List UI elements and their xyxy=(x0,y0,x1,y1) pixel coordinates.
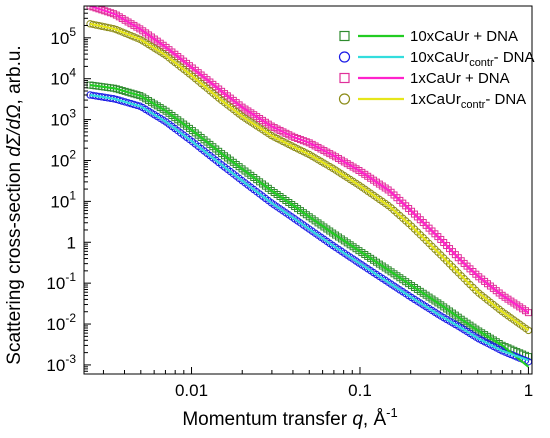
y-tick-label: 101 xyxy=(50,188,76,211)
tick-labels: 0.01 0.1 1 10-3 10-2 10-1 1 101 102 103 104 105 xyxy=(46,25,533,400)
legend-marker xyxy=(338,93,351,105)
series-3-markers xyxy=(86,6,532,317)
y-tick-label: 10-3 xyxy=(46,352,76,375)
x-tick-label: 1 xyxy=(524,381,533,400)
y-tick-label: 102 xyxy=(50,147,76,170)
y-tick-label: 10-1 xyxy=(46,270,76,293)
legend-item: 1xCaUrcontr- DNA xyxy=(338,91,526,111)
data-point xyxy=(524,309,532,317)
legend-item: 1xCaUr + DNA xyxy=(339,70,510,87)
legend-marker xyxy=(338,51,351,63)
legend-item: 10xCaUr + DNA xyxy=(339,28,518,45)
y-tick-label: 104 xyxy=(50,66,76,89)
y-tick-label: 105 xyxy=(50,25,76,48)
x-axis-title: Momentum transfer q, Å-1 xyxy=(182,405,397,430)
series-3-fit-line xyxy=(89,6,530,314)
legend-label: 10xCaUr + DNA xyxy=(410,28,518,45)
plot-area xyxy=(86,6,532,368)
plot-frame xyxy=(83,5,533,375)
series-1-markers xyxy=(86,81,532,361)
plot-border xyxy=(83,5,533,375)
x-tick-label: 0.01 xyxy=(175,381,208,400)
legend-item: 10xCaUrcontr- DNA xyxy=(338,49,535,69)
data-layer xyxy=(86,6,532,368)
series-4-markers xyxy=(86,20,532,335)
y-tick-label: 103 xyxy=(50,107,76,130)
legend-label: 1xCaUrcontr- DNA xyxy=(410,91,526,111)
legend-marker xyxy=(339,72,350,84)
legend-label: 1xCaUr + DNA xyxy=(410,70,510,87)
series-1-fit-line xyxy=(89,83,530,368)
legend-label: 10xCaUrcontr- DNA xyxy=(410,49,535,69)
series-2-fit-line xyxy=(89,93,529,362)
y-tick-label: 1 xyxy=(67,233,76,252)
legend-marker xyxy=(339,30,350,42)
x-tick-label: 0.1 xyxy=(348,381,372,400)
axis-ticks xyxy=(84,5,529,375)
y-axis-title: Scattering cross-section dΣ/dΩ, arb.u. xyxy=(4,45,25,364)
series-4-fit-line xyxy=(89,22,530,332)
y-tick-label: 10-2 xyxy=(46,311,76,334)
